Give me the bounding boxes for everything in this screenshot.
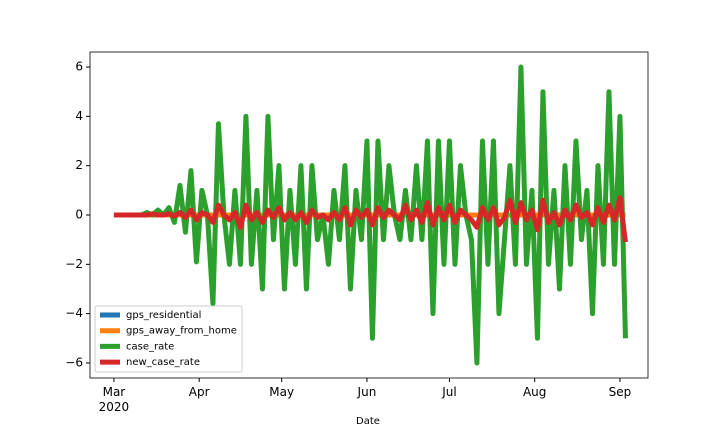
legend-label: new_case_rate [126,357,200,368]
legend: gps_residential gps_away_from_home case_ra… [94,305,243,373]
x-tick-label: Jul [441,385,456,399]
y-tick-label: 6 [75,60,83,74]
y-tick-label: −4 [65,306,83,320]
x-tick-label: Mar 2020 [99,385,130,414]
y-tick-label: 0 [75,208,83,222]
legend-label: gps_away_from_home [126,326,237,337]
plot-frame [89,51,649,379]
x-tick-label: Sep [609,385,632,399]
x-tick-label: Aug [523,385,546,399]
x-axis-label: Date [356,416,380,427]
x-tick-label: Apr [189,385,210,399]
y-tick-label: 2 [75,158,83,172]
legend-box [94,305,243,373]
y-tick-label: −2 [65,257,83,271]
series-line [113,195,628,243]
legend-label: case_rate [126,341,174,352]
legend-label: gps_residential [126,310,201,321]
x-tick-label: May [269,385,294,399]
y-tick-label: 4 [75,109,83,123]
y-tick-label: −6 [65,355,83,369]
x-tick-label: Jun [357,385,377,399]
